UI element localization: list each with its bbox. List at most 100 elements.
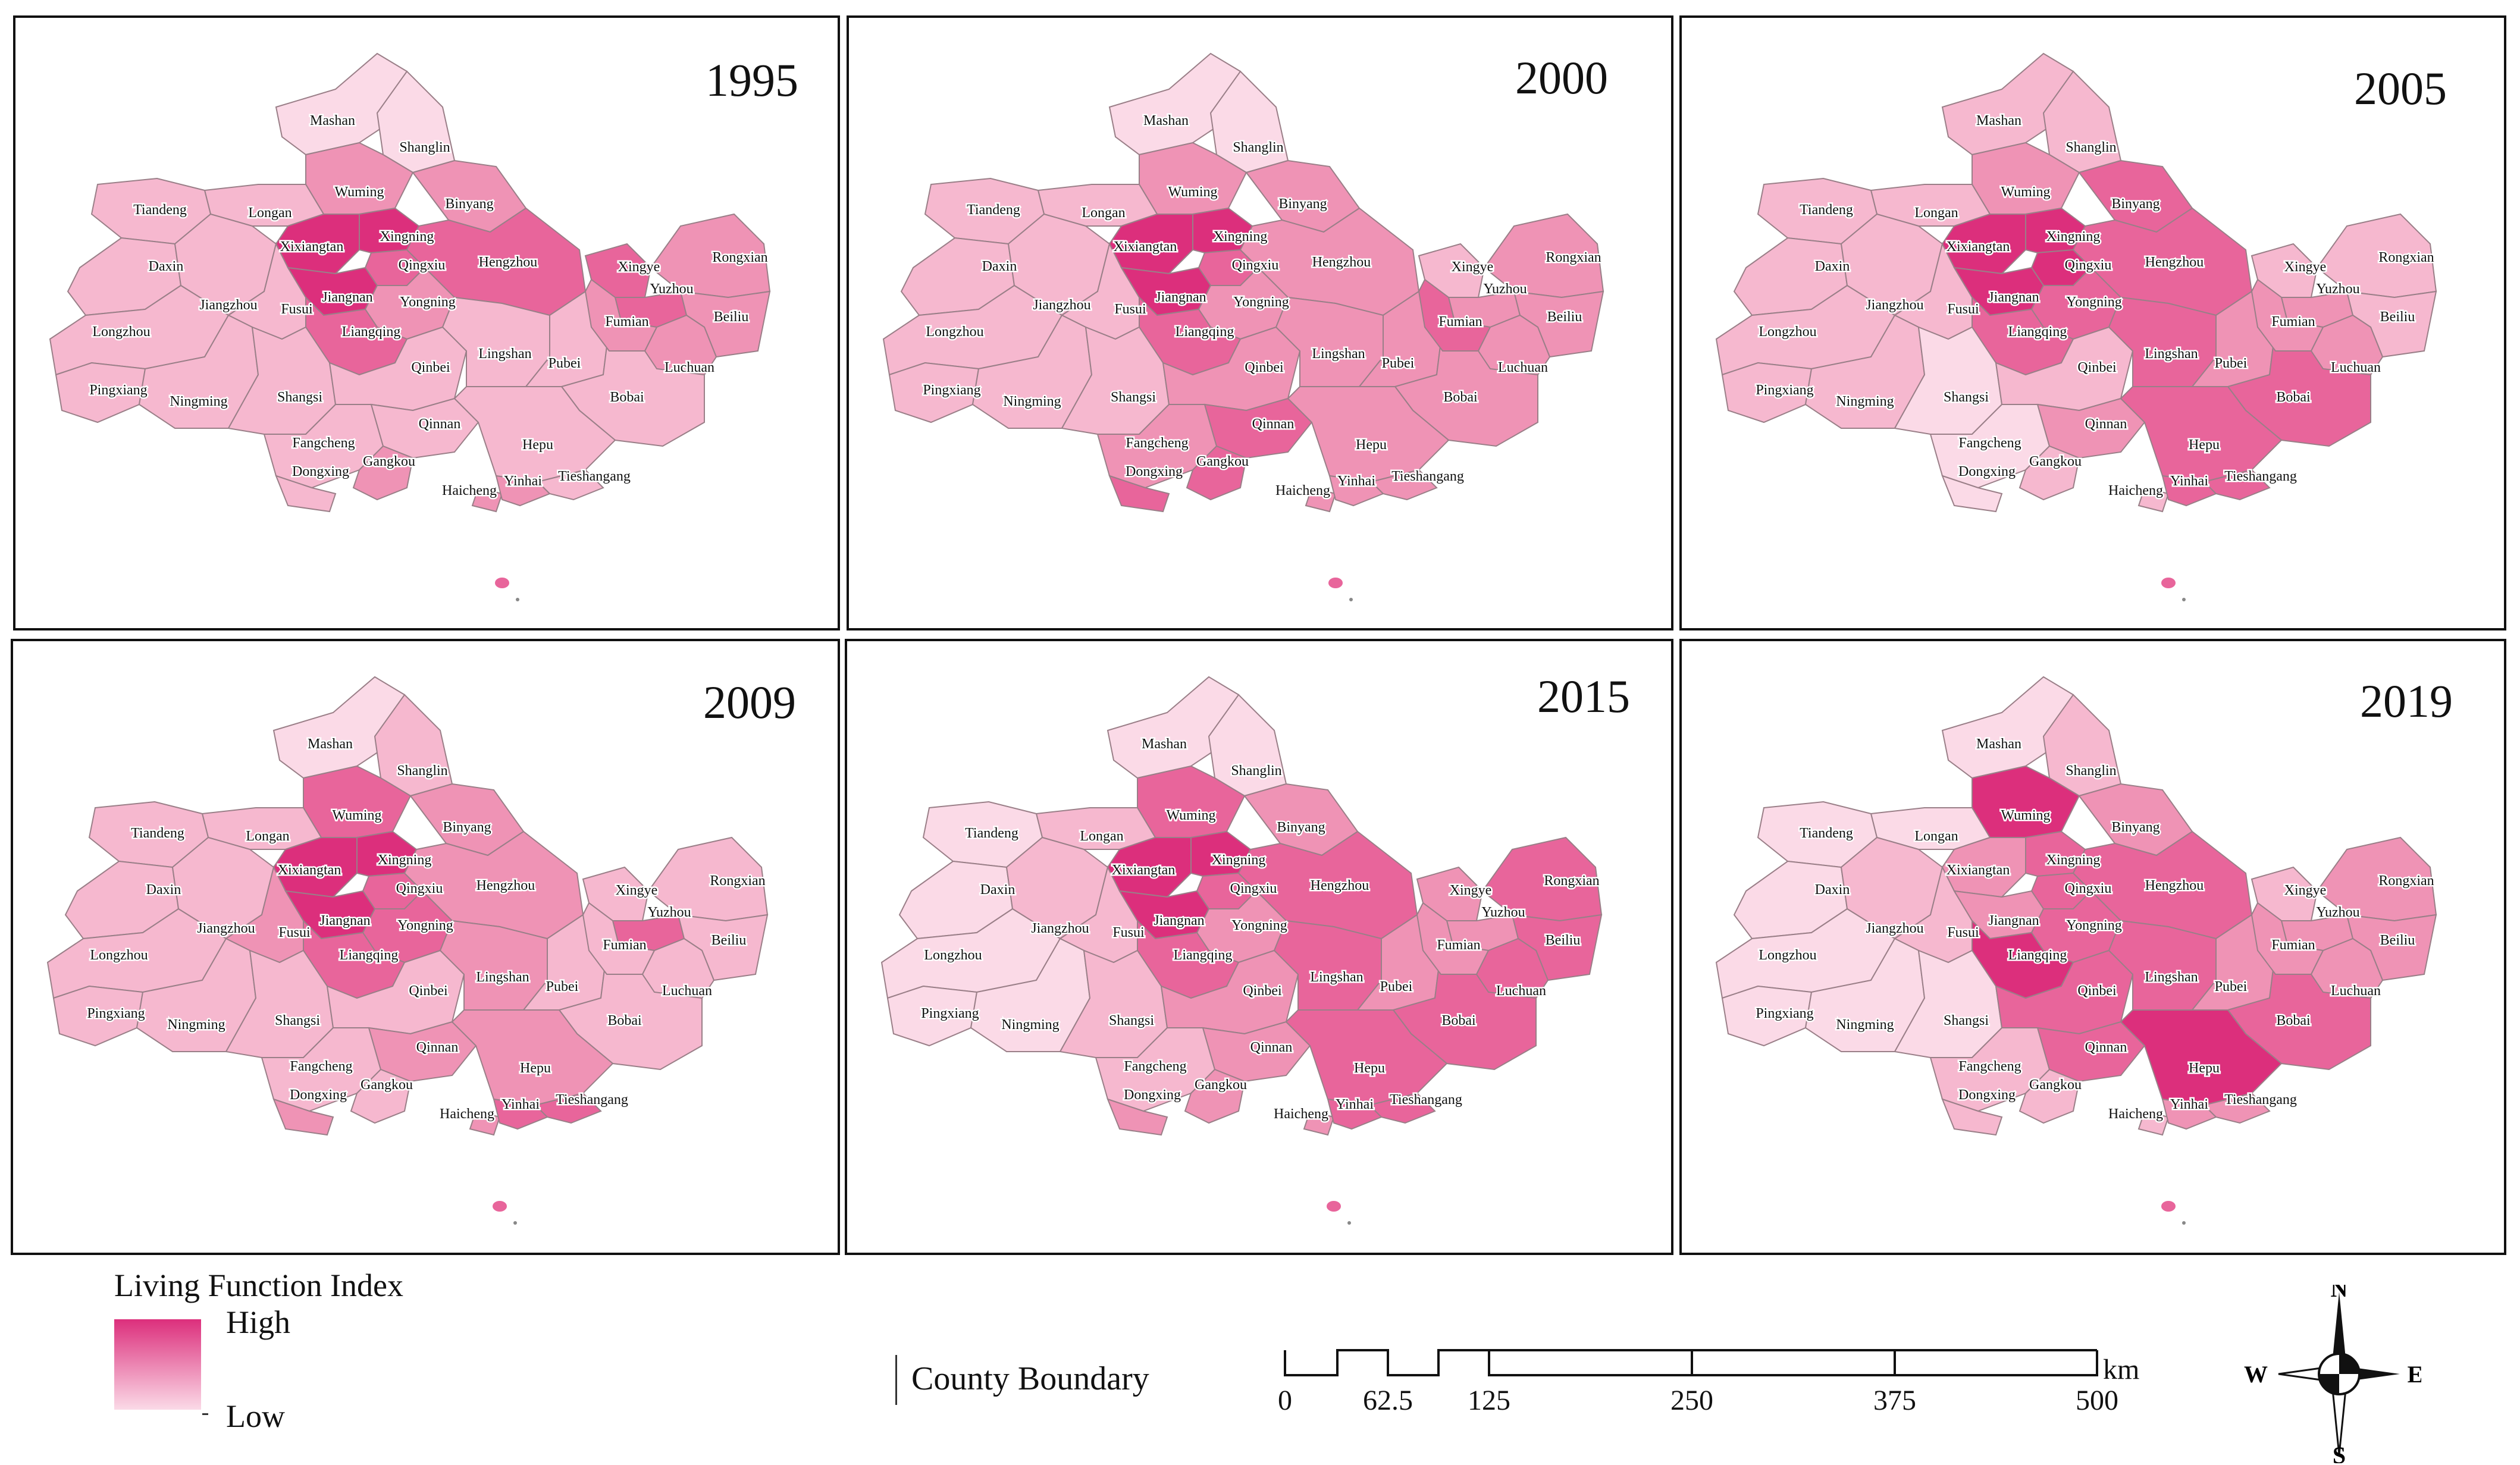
county-label-pubei: Pubei	[546, 979, 579, 995]
county-label-ningming: Ningming	[1001, 1017, 1059, 1033]
county-label-xingning: Xingning	[1212, 852, 1266, 868]
county-label-dongxing: Dongxing	[1124, 1087, 1181, 1103]
county-label-tieshangang: Tieshangang	[2224, 469, 2297, 484]
county-label-wuming: Wuming	[332, 808, 381, 823]
county-label-tiandeng: Tiandeng	[1800, 826, 1853, 841]
county-label-shanglin: Shanglin	[1233, 140, 1283, 155]
county-label-gangkou: Gangkou	[361, 1077, 413, 1093]
county-label-yinhai: Yinhai	[504, 473, 542, 489]
scale-bar: 0 62.5 125 250 375 500 km	[1278, 1349, 2139, 1416]
county-label-mashan: Mashan	[310, 113, 355, 128]
county-label-hengzhou: Hengzhou	[2145, 878, 2204, 893]
county-label-fumian: Fumian	[603, 937, 646, 953]
county-label-pubei: Pubei	[548, 356, 581, 371]
county-label-bobai: Bobai	[1441, 1013, 1476, 1028]
island-dot	[513, 1221, 517, 1225]
island-dot	[2182, 598, 2186, 601]
county-label-wuming: Wuming	[1168, 184, 1217, 200]
map-2019: Mashan Shanglin Wuming Binyang Longan Tianden…	[1715, 676, 2437, 1225]
county-label-yuzhou: Yuzhou	[650, 281, 693, 297]
county-label-pingxiang: Pingxiang	[1756, 382, 1813, 398]
county-label-longzhou: Longzhou	[1759, 948, 1816, 963]
county-label-xingning: Xingning	[1214, 229, 1268, 244]
county-label-daxin: Daxin	[980, 882, 1015, 898]
county-label-qingxiu: Qingxiu	[399, 258, 446, 273]
county-label-mashan: Mashan	[1976, 736, 2021, 752]
county-label-luchuan: Luchuan	[2331, 360, 2381, 375]
county-label-tiandeng: Tiandeng	[967, 202, 1020, 218]
county-label-daxin: Daxin	[146, 882, 181, 898]
county-label-gangkou: Gangkou	[363, 454, 415, 469]
county-label-daxin: Daxin	[1815, 259, 1850, 274]
year-label: 2009	[703, 676, 796, 728]
county-label-binyang: Binyang	[445, 196, 493, 212]
island-dot	[2182, 1221, 2186, 1225]
year-label: 2000	[1515, 52, 1608, 103]
county-label-hepu: Hepu	[522, 437, 553, 453]
county-label-longan: Longan	[248, 205, 292, 221]
county-label-shanglin: Shanglin	[399, 140, 450, 155]
scale-tick-375: 375	[1873, 1385, 1916, 1416]
county-label-haicheng: Haicheng	[2108, 483, 2163, 498]
county-label-jiangnan: Jiangnan	[322, 290, 372, 305]
county-label-luchuan: Luchuan	[665, 360, 714, 375]
county-dongxing	[1108, 475, 1170, 513]
island-shape	[1327, 1201, 1341, 1212]
county-label-jiangnan: Jiangnan	[1988, 290, 2039, 305]
county-label-yuzhou: Yuzhou	[2316, 905, 2359, 920]
county-label-pingxiang: Pingxiang	[923, 382, 980, 398]
county-label-ningming: Ningming	[1836, 1017, 1894, 1033]
scale-tick-125: 125	[1468, 1385, 1510, 1416]
map-panel-2019: Mashan Shanglin Wuming Binyang Longan Tianden…	[1679, 639, 2506, 1255]
county-label-wuming: Wuming	[1166, 808, 1215, 823]
county-label-beiliu: Beiliu	[1546, 933, 1581, 948]
county-label-hepu: Hepu	[1356, 437, 1387, 453]
compass-n: N	[2331, 1285, 2348, 1302]
county-label-longan: Longan	[1914, 829, 1958, 844]
county-label-qinbei: Qinbei	[2077, 360, 2117, 375]
county-label-bobai: Bobai	[2276, 390, 2311, 405]
county-hepu	[2120, 386, 2283, 483]
county-label-jiangzhou: Jiangzhou	[1866, 297, 1923, 313]
county-label-hepu: Hepu	[2189, 437, 2220, 453]
county-haicheng	[2137, 1110, 2170, 1136]
county-yinhai	[493, 1098, 548, 1130]
county-label-shangsi: Shangsi	[1944, 390, 1989, 405]
county-label-shanglin: Shanglin	[2065, 763, 2116, 779]
county-label-beiliu: Beiliu	[714, 309, 749, 325]
county-label-fusui: Fusui	[1947, 302, 1979, 317]
county-haicheng	[471, 487, 503, 513]
county-label-qingxiu: Qingxiu	[2065, 258, 2112, 273]
legend-low-tick	[202, 1413, 208, 1415]
county-label-gangkou: Gangkou	[2029, 454, 2082, 469]
county-label-gangkou: Gangkou	[1195, 1077, 1247, 1093]
county-label-xingye: Xingye	[618, 259, 660, 275]
year-label: 1995	[706, 54, 798, 106]
county-tieshangang	[534, 1092, 602, 1124]
county-label-fangcheng: Fangcheng	[1124, 1059, 1186, 1074]
county-label-gangkou: Gangkou	[1196, 454, 1249, 469]
county-label-shangsi: Shangsi	[277, 390, 322, 405]
map-1995: Mashan Shanglin Wuming Binyang Longan Tianden…	[49, 52, 771, 601]
county-label-binyang: Binyang	[2111, 820, 2159, 835]
county-yinhai	[495, 475, 551, 507]
county-label-fumian: Fumian	[2271, 314, 2315, 330]
island-shape	[2161, 578, 2176, 588]
county-label-tieshangang: Tieshangang	[2224, 1092, 2297, 1108]
county-label-jiangnan: Jiangnan	[319, 913, 370, 928]
county-label-tiandeng: Tiandeng	[131, 826, 184, 841]
county-label-xixiangtan: Xixiangtan	[1947, 862, 2010, 878]
county-haicheng	[1303, 1110, 1335, 1136]
county-label-fusui: Fusui	[278, 925, 311, 940]
county-label-qinnan: Qinnan	[416, 1040, 459, 1055]
county-tieshangang	[1370, 469, 1438, 501]
year-label: 2015	[1537, 670, 1630, 722]
map-2005: Mashan Shanglin Wuming Binyang Longan Tianden…	[1715, 52, 2437, 601]
county-luchuan	[1477, 314, 1551, 376]
county-label-pingxiang: Pingxiang	[87, 1006, 145, 1021]
county-luchuan	[2310, 314, 2384, 376]
county-tieshangang	[1368, 1092, 1436, 1124]
county-label-xixiangtan: Xixiangtan	[1112, 862, 1176, 878]
legend-high-label: High	[226, 1304, 290, 1340]
county-label-xingning: Xingning	[2046, 229, 2101, 244]
